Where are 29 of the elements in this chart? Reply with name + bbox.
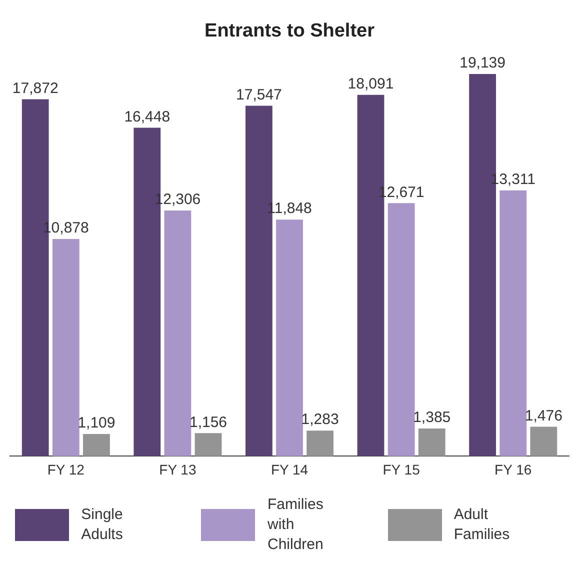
data-label: 17,547 bbox=[236, 86, 282, 104]
legend-label: Adult Families bbox=[454, 505, 511, 545]
data-label: 17,872 bbox=[12, 80, 58, 97]
legend-label: Families with Children bbox=[267, 495, 324, 555]
x-tick-label: FY 13 bbox=[159, 461, 196, 478]
data-label: 1,385 bbox=[413, 409, 451, 426]
x-tick-label: FY 14 bbox=[270, 461, 308, 478]
data-label: 1,156 bbox=[189, 414, 228, 431]
x-tick-label: FY 15 bbox=[382, 461, 420, 478]
data-label: 18,091 bbox=[348, 76, 394, 93]
legend-label: Single Adults bbox=[81, 505, 124, 545]
bar bbox=[418, 428, 446, 456]
bar bbox=[306, 430, 334, 456]
data-label: 1,109 bbox=[78, 414, 116, 432]
bar bbox=[52, 238, 80, 456]
data-label: 1,283 bbox=[301, 411, 339, 428]
bar bbox=[83, 434, 110, 456]
bar bbox=[194, 433, 222, 456]
bar bbox=[164, 210, 192, 456]
chart-title: Entrants to Shelter bbox=[204, 20, 376, 42]
bar bbox=[500, 190, 527, 456]
data-label: 16,448 bbox=[124, 108, 170, 126]
bar bbox=[388, 203, 415, 456]
data-label: 1,476 bbox=[524, 407, 562, 424]
x-tick-label: FY 12 bbox=[47, 461, 85, 478]
x-tick-label: FY 16 bbox=[494, 461, 532, 478]
bar bbox=[530, 426, 558, 456]
bar bbox=[276, 220, 303, 456]
data-label: 19,139 bbox=[460, 54, 506, 72]
